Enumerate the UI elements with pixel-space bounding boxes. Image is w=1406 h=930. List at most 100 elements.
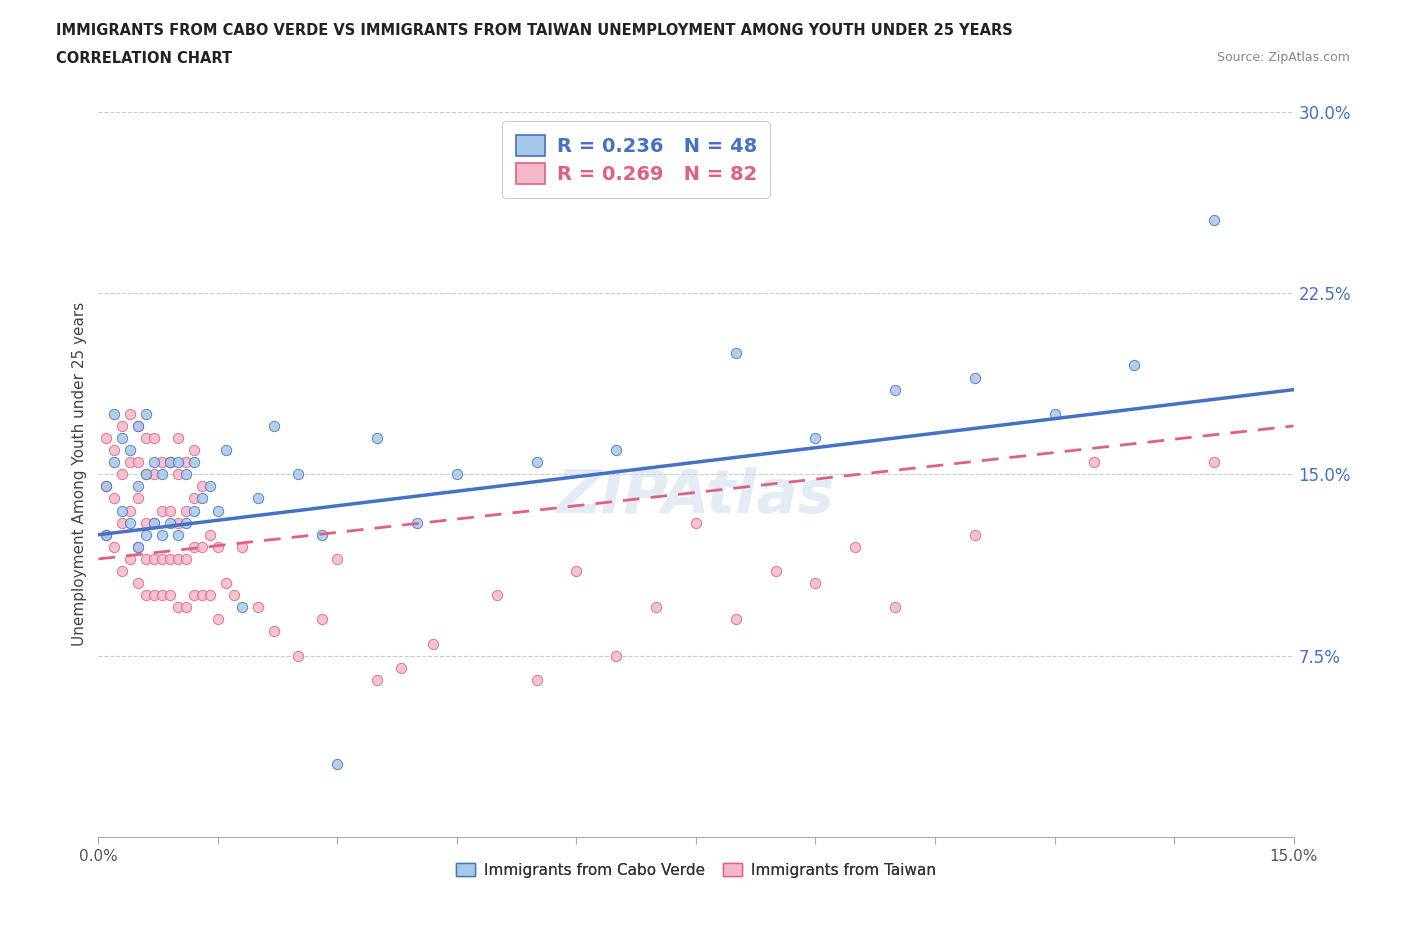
Point — [127, 455, 149, 470]
Point — [765, 564, 787, 578]
Point — [231, 539, 253, 554]
Point — [191, 491, 214, 506]
Point — [167, 551, 190, 566]
Point — [804, 576, 827, 591]
Point — [724, 346, 747, 361]
Point — [174, 515, 197, 530]
Point — [287, 648, 309, 663]
Point — [645, 600, 668, 615]
Point — [844, 539, 866, 554]
Point — [159, 515, 181, 530]
Point — [135, 588, 157, 603]
Point — [263, 624, 285, 639]
Point — [963, 527, 986, 542]
Point — [183, 443, 205, 458]
Point — [111, 515, 134, 530]
Point — [135, 467, 157, 482]
Point — [143, 515, 166, 530]
Point — [406, 515, 429, 530]
Point — [111, 431, 134, 445]
Point — [127, 539, 149, 554]
Point — [127, 418, 149, 433]
Point — [366, 672, 388, 687]
Point — [198, 588, 221, 603]
Point — [183, 503, 205, 518]
Point — [150, 455, 173, 470]
Point — [366, 431, 388, 445]
Point — [111, 418, 134, 433]
Point — [103, 443, 125, 458]
Point — [143, 515, 166, 530]
Point — [605, 443, 627, 458]
Point — [183, 539, 205, 554]
Point — [135, 551, 157, 566]
Point — [1202, 455, 1225, 470]
Point — [884, 600, 907, 615]
Point — [120, 551, 142, 566]
Point — [326, 757, 349, 772]
Point — [150, 503, 173, 518]
Legend: Immigrants from Cabo Verde, Immigrants from Taiwan: Immigrants from Cabo Verde, Immigrants f… — [450, 857, 942, 884]
Point — [685, 515, 707, 530]
Point — [222, 588, 245, 603]
Point — [526, 672, 548, 687]
Point — [183, 491, 205, 506]
Point — [246, 491, 269, 506]
Point — [1043, 406, 1066, 421]
Point — [174, 503, 197, 518]
Point — [231, 600, 253, 615]
Point — [287, 467, 309, 482]
Point — [215, 443, 238, 458]
Point — [565, 564, 588, 578]
Point — [120, 515, 142, 530]
Point — [127, 539, 149, 554]
Point — [135, 431, 157, 445]
Point — [1202, 213, 1225, 228]
Point — [150, 588, 173, 603]
Point — [1123, 358, 1146, 373]
Point — [215, 576, 238, 591]
Point — [311, 612, 333, 627]
Point — [96, 479, 118, 494]
Point — [135, 467, 157, 482]
Point — [120, 443, 142, 458]
Point — [198, 527, 221, 542]
Point — [159, 551, 181, 566]
Point — [207, 503, 229, 518]
Point — [150, 551, 173, 566]
Point — [120, 406, 142, 421]
Point — [191, 588, 214, 603]
Point — [263, 418, 285, 433]
Point — [1083, 455, 1105, 470]
Point — [183, 455, 205, 470]
Point — [111, 503, 134, 518]
Point — [150, 467, 173, 482]
Point — [103, 539, 125, 554]
Point — [174, 455, 197, 470]
Point — [326, 551, 349, 566]
Point — [605, 648, 627, 663]
Point — [120, 503, 142, 518]
Point — [311, 527, 333, 542]
Point — [159, 588, 181, 603]
Point — [724, 612, 747, 627]
Point — [111, 564, 134, 578]
Point — [422, 636, 444, 651]
Text: CORRELATION CHART: CORRELATION CHART — [56, 51, 232, 66]
Point — [198, 479, 221, 494]
Point — [167, 515, 190, 530]
Text: ZIPAtlas: ZIPAtlas — [557, 467, 835, 525]
Point — [143, 431, 166, 445]
Point — [485, 588, 508, 603]
Point — [159, 455, 181, 470]
Text: Source: ZipAtlas.com: Source: ZipAtlas.com — [1216, 51, 1350, 64]
Point — [103, 491, 125, 506]
Point — [174, 551, 197, 566]
Point — [446, 467, 468, 482]
Point — [167, 600, 190, 615]
Point — [103, 406, 125, 421]
Point — [246, 600, 269, 615]
Point — [127, 418, 149, 433]
Point — [174, 600, 197, 615]
Point — [159, 503, 181, 518]
